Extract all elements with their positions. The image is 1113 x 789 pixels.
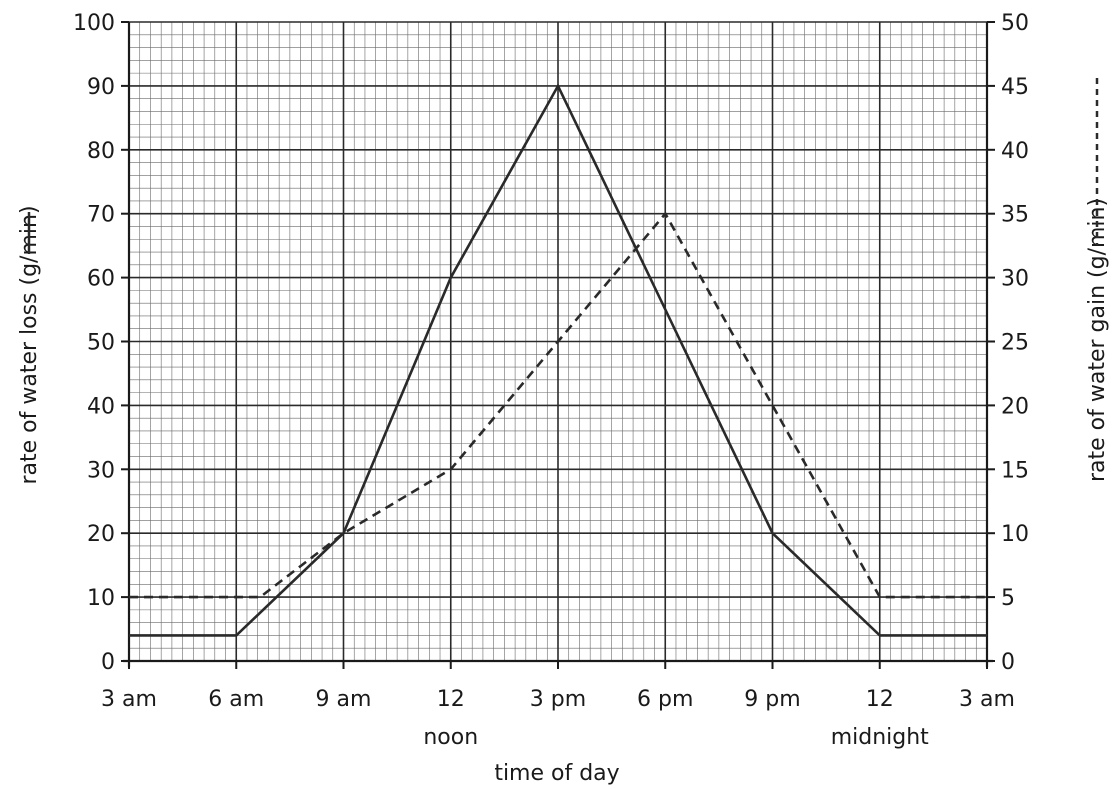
tick-labels: 0 10 20 30 40 50 60 70 80 90 100 0 5 10 15 20 25 30 35 40 45…: [73, 11, 1029, 750]
water-loss-line: [129, 83, 987, 637]
y-tick-label-right: 10: [1001, 522, 1029, 547]
y-tick-label-left: 30: [87, 458, 115, 483]
y-tick-label-right: 35: [1001, 203, 1029, 228]
y-tick-label-left: 90: [87, 75, 115, 100]
water-gain-line: [129, 211, 987, 599]
y-tick-label-right: 0: [1001, 650, 1015, 675]
y-tick-label-left: 60: [87, 267, 115, 292]
y-tick-label-left: 50: [87, 331, 115, 356]
x-tick-label: 12: [437, 687, 465, 712]
y-tick-label-right: 25: [1001, 331, 1029, 356]
x-tick-sublabel: noon: [423, 725, 478, 750]
y-axis-right-title: rate of water gain (g/min): [1085, 198, 1110, 482]
x-tick-label: 9 am: [316, 687, 372, 712]
y-tick-label-right: 40: [1001, 139, 1029, 164]
y-tick-label-right: 20: [1001, 394, 1029, 419]
y-tick-label-left: 10: [87, 586, 115, 611]
y-tick-label-right: 30: [1001, 267, 1029, 292]
y-tick-label-left: 80: [87, 139, 115, 164]
y-tick-label-right: 45: [1001, 75, 1029, 100]
y-tick-label-right: 15: [1001, 458, 1029, 483]
x-tick-label: 12: [866, 687, 894, 712]
x-tick-label: 6 am: [208, 687, 264, 712]
x-axis-title: time of day: [494, 761, 619, 786]
y-tick-label-right: 5: [1001, 586, 1015, 611]
series-layer: [129, 83, 987, 637]
x-tick-label: 6 pm: [637, 687, 693, 712]
x-tick-label: 3 am: [101, 687, 157, 712]
x-tick-sublabel: midnight: [831, 725, 929, 750]
y-tick-label-left: 100: [73, 11, 115, 36]
y-tick-label-left: 0: [101, 650, 115, 675]
y-tick-label-left: 20: [87, 522, 115, 547]
y-tick-label-right: 50: [1001, 11, 1029, 36]
x-tick-label: 3 am: [959, 687, 1015, 712]
axes: [121, 21, 995, 669]
x-tick-label: 9 pm: [744, 687, 800, 712]
y-tick-label-left: 70: [87, 203, 115, 228]
x-tick-label: 3 pm: [530, 687, 586, 712]
y-tick-label-left: 40: [87, 394, 115, 419]
